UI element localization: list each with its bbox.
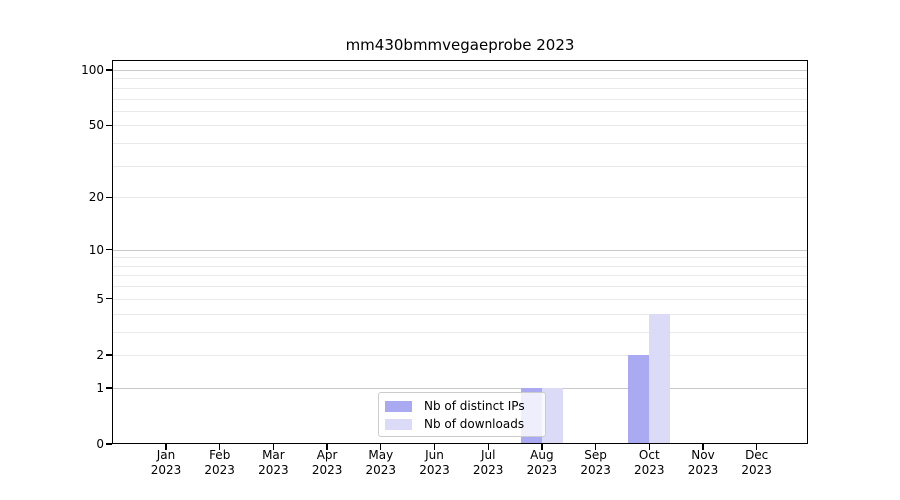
x-tick-label: Jun 2023: [407, 448, 463, 478]
legend-swatch-distinct-ips-icon: [385, 400, 412, 412]
x-tick-mark: [219, 444, 221, 450]
x-tick-label: Mar 2023: [245, 448, 301, 478]
x-tick-mark: [594, 444, 597, 450]
gridline-minor: [112, 298, 808, 300]
gridline-minor: [112, 265, 808, 267]
y-tick-label: 1: [96, 380, 104, 395]
bar-downloads-oct: [649, 313, 671, 444]
x-tick-mark: [648, 444, 650, 450]
x-tick-mark: [326, 444, 328, 450]
gridline-minor: [112, 110, 808, 112]
x-tick-mark: [756, 444, 758, 450]
chart-title: mm430bmmvegaeprobe 2023: [345, 36, 575, 54]
x-tick-month: Feb: [209, 448, 231, 462]
y-tick-label: 10: [88, 242, 104, 257]
y-tick-label: 20: [88, 190, 104, 205]
x-tick-month: Mar: [262, 448, 285, 462]
legend-item-downloads: Nb of downloads: [385, 415, 545, 433]
x-tick-mark: [433, 444, 436, 450]
x-tick-month: Apr: [316, 448, 338, 462]
x-tick-mark: [702, 444, 704, 450]
legend-item-distinct-ips: Nb of distinct IPs: [385, 397, 545, 415]
gridline-minor: [112, 87, 808, 89]
legend-label-downloads: Nb of downloads: [424, 417, 525, 431]
x-tick-label: May 2023: [353, 448, 409, 478]
x-tick-month: Jan: [156, 448, 176, 462]
x-tick-month: Aug: [530, 448, 554, 462]
x-tick-year: 2023: [687, 463, 719, 477]
x-tick-mark: [380, 444, 382, 450]
x-tick-year: 2023: [580, 463, 611, 477]
x-tick-label: Feb 2023: [192, 448, 248, 478]
x-tick-year: 2023: [741, 463, 772, 477]
gridline-minor: [112, 143, 808, 145]
y-tick-mark: [106, 248, 112, 251]
gridline-minor: [112, 98, 808, 100]
x-tick-label: Oct 2023: [621, 448, 677, 478]
y-tick-mark: [106, 69, 112, 71]
y-tick-mark: [106, 124, 112, 127]
x-tick-label: Nov 2023: [675, 448, 731, 478]
gridline-major: [112, 249, 808, 251]
legend-label-distinct-ips: Nb of distinct IPs: [424, 399, 525, 413]
x-tick-mark: [272, 444, 275, 450]
x-tick-year: 2023: [258, 463, 289, 477]
y-tick-mark: [106, 298, 112, 300]
gridline-minor: [112, 125, 808, 127]
bar-downloads-aug: [541, 387, 563, 444]
y-tick-mark: [106, 354, 112, 356]
legend-swatch-downloads-icon: [385, 418, 412, 430]
y-tick-mark: [106, 196, 112, 198]
x-tick-year: 2023: [526, 463, 558, 477]
gridline-minor: [112, 197, 808, 199]
x-tick-year: 2023: [204, 463, 235, 477]
plot-frame: [112, 60, 808, 444]
x-tick-label: Dec 2023: [729, 448, 785, 478]
y-tick-label: 2: [96, 347, 104, 362]
gridline-minor: [112, 286, 808, 288]
x-tick-label: Sep 2023: [568, 448, 624, 478]
x-tick-year: 2023: [472, 463, 504, 477]
x-tick-mark: [541, 444, 543, 450]
bar-distinct-ips-oct: [628, 354, 650, 444]
gridline-major: [112, 70, 808, 71]
x-tick-month: Jun: [425, 448, 444, 462]
y-tick-label: 50: [88, 118, 104, 133]
y-tick-mark: [106, 387, 112, 389]
gridline-minor: [112, 165, 808, 167]
x-tick-year: 2023: [150, 463, 182, 477]
x-tick-label: Jul 2023: [460, 448, 516, 478]
x-tick-month: Jul: [480, 448, 496, 462]
legend: Nb of distinct IPs Nb of downloads: [378, 392, 546, 437]
plot-area: [112, 60, 808, 444]
gridline-minor: [112, 78, 808, 80]
x-tick-label: Aug 2023: [514, 448, 570, 478]
gridline-minor: [112, 275, 808, 277]
x-tick-mark: [165, 444, 167, 450]
y-tick-label: 5: [96, 291, 104, 306]
y-tick-mark: [106, 443, 112, 445]
gridline-minor: [112, 313, 808, 315]
x-tick-month: Sep: [584, 448, 607, 462]
x-tick-year: 2023: [365, 463, 397, 477]
gridline-minor: [112, 257, 808, 259]
x-tick-year: 2023: [634, 463, 665, 477]
x-tick-label: Apr 2023: [299, 448, 355, 478]
x-tick-month: Oct: [638, 448, 660, 462]
x-tick-month: Nov: [691, 448, 715, 462]
x-tick-mark: [487, 444, 489, 450]
x-tick-month: Dec: [745, 448, 769, 462]
gridline-major: [112, 387, 808, 389]
gridline-minor: [112, 331, 808, 333]
gridline-minor: [112, 354, 808, 356]
y-tick-label: 0: [96, 437, 104, 451]
x-tick-year: 2023: [419, 463, 450, 477]
x-tick-year: 2023: [311, 463, 343, 477]
x-tick-label: Jan 2023: [138, 448, 194, 478]
x-tick-month: May: [368, 448, 394, 462]
y-tick-label: 100: [81, 63, 104, 77]
